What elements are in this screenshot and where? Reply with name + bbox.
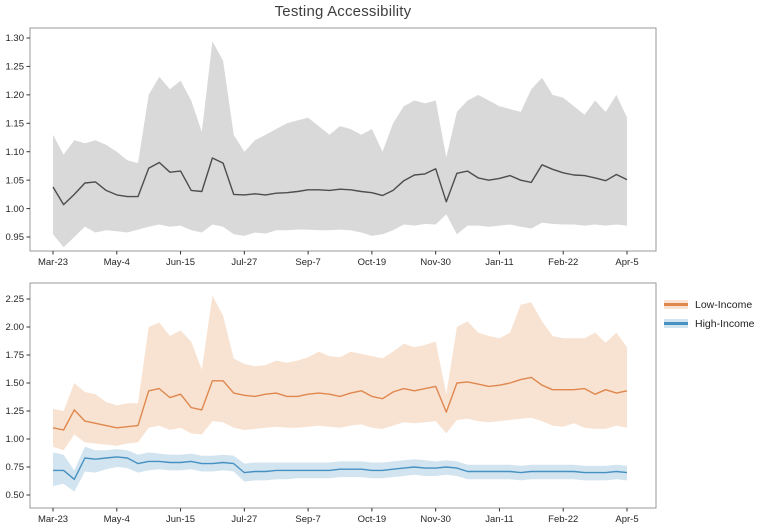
y-tick-label: 0.50 — [6, 490, 25, 501]
y-tick-label: 0.95 — [6, 232, 25, 243]
legend-label-high-income: High-Income — [695, 317, 755, 330]
x-tick-label: Sep-7 — [295, 514, 320, 525]
top-chart: 1.30 1.25 1.20 1.15 1.10 1.05 1.00 0.95 Mar-23 Ma… — [6, 27, 657, 268]
y-tick-label: 1.50 — [6, 378, 25, 389]
y-tick-label: 1.30 — [6, 33, 25, 44]
x-tick-label: Jul-27 — [231, 514, 257, 525]
y-tick-label: 0.75 — [6, 462, 25, 473]
high-income-line — [53, 456, 628, 481]
overall-band — [53, 41, 627, 248]
y-tick-label: 1.00 — [6, 204, 25, 215]
x-tick-label: May-4 — [104, 514, 130, 525]
x-tick-label: Jun-15 — [166, 257, 195, 268]
x-tick-label: Apr-5 — [615, 514, 638, 525]
x-tick-label: Jul-27 — [231, 257, 257, 268]
x-tick-label: Nov-30 — [420, 257, 451, 268]
legend: Low-Income High-Income — [664, 295, 755, 333]
x-tick-label: Jun-15 — [166, 514, 195, 525]
y-tick-label: 1.15 — [6, 118, 25, 129]
low-income-line — [52, 376, 628, 431]
high-income-swatch-line — [664, 322, 688, 325]
y-tick-label: 1.75 — [6, 350, 25, 361]
legend-item-high-income: High-Income — [664, 314, 755, 333]
plot-frame — [29, 282, 657, 509]
overall-line — [52, 157, 628, 206]
y-tick-label: 1.25 — [6, 62, 25, 73]
chart-title: Testing Accessibility — [274, 3, 412, 20]
legend-label-low-income: Low-Income — [695, 298, 753, 311]
low-income-band — [53, 295, 627, 451]
x-tick-label: Nov-30 — [420, 514, 451, 525]
y-tick-label: 1.00 — [6, 434, 25, 445]
y-tick-label: 2.00 — [6, 322, 25, 333]
y-tick-label: 1.05 — [6, 175, 25, 186]
x-tick-label: May-4 — [104, 257, 130, 268]
bottom-chart: 2.25 2.00 1.75 1.50 1.25 1.00 0.75 0.50 Mar-23 Ma… — [6, 282, 657, 525]
x-tick-label: Mar-23 — [38, 514, 68, 525]
x-tick-label: Sep-7 — [295, 257, 320, 268]
x-tick-label: Feb-22 — [548, 257, 578, 268]
y-tick-label: 1.10 — [6, 147, 25, 158]
plot-frame — [29, 27, 657, 252]
legend-item-low-income: Low-Income — [664, 295, 755, 314]
high-income-swatch — [664, 319, 688, 328]
x-tick-label: Feb-22 — [548, 514, 578, 525]
low-income-swatch-line — [664, 303, 688, 306]
x-tick-label: Mar-23 — [38, 257, 68, 268]
y-tick-label: 1.20 — [6, 90, 25, 101]
x-tick-label: Apr-5 — [615, 257, 638, 268]
y-tick-label: 2.25 — [6, 294, 25, 305]
y-tick-label: 1.25 — [6, 406, 25, 417]
x-tick-label: Jan-11 — [485, 257, 513, 268]
x-tick-label: Oct-19 — [358, 514, 387, 525]
low-income-swatch — [664, 300, 688, 309]
x-tick-label: Oct-19 — [358, 257, 387, 268]
x-tick-label: Jan-11 — [485, 514, 513, 525]
